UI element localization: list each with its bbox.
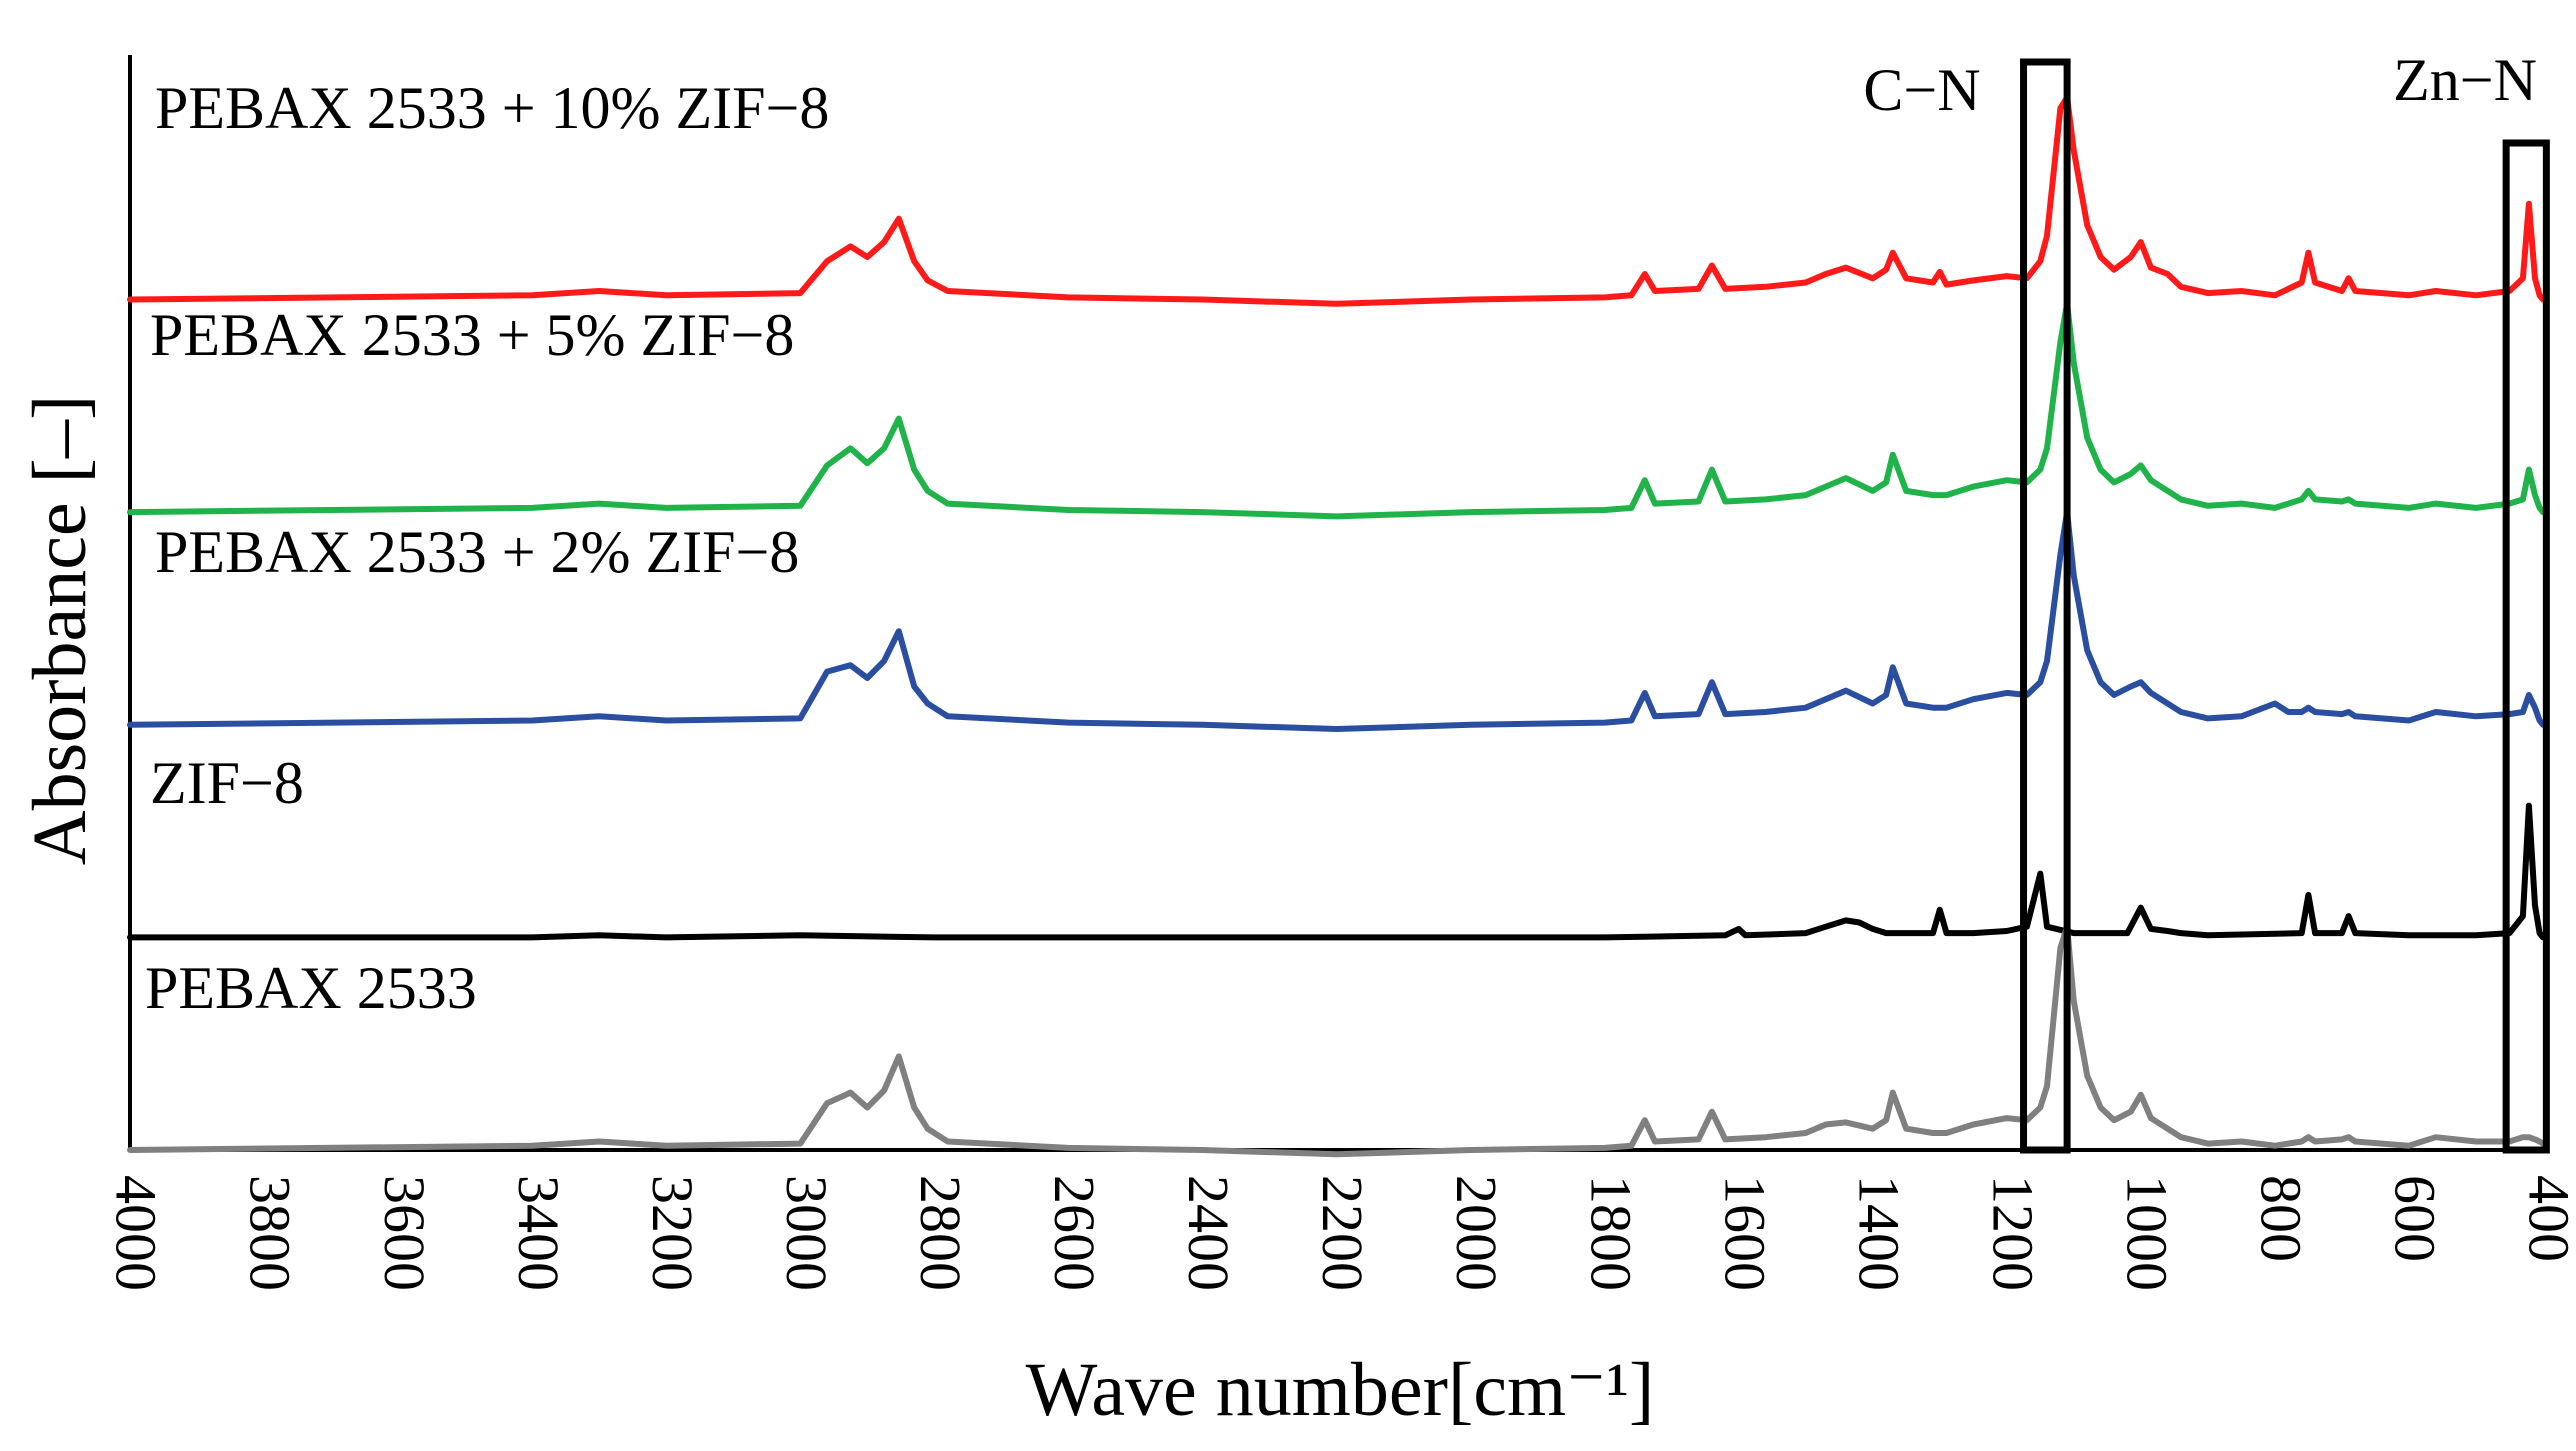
x-tick-label: 3600 xyxy=(372,1175,437,1291)
series-line xyxy=(127,509,2546,732)
series-line xyxy=(127,802,2546,941)
series-label: PEBAX 2533 + 10% ZIF−8 xyxy=(155,75,829,141)
x-tick-label: 2600 xyxy=(1042,1175,1107,1291)
x-tick-label: 3400 xyxy=(506,1175,571,1291)
x-tick-label: 600 xyxy=(2383,1175,2448,1262)
annotation-label: C−N xyxy=(1863,57,1980,123)
annotation-box xyxy=(2502,139,2550,1154)
series-line xyxy=(127,300,2546,520)
series-line xyxy=(127,94,2546,307)
x-tick-label: 2200 xyxy=(1310,1175,1375,1291)
x-axis-label: Wave number[cm⁻¹] xyxy=(1026,1348,1655,1432)
x-tick-labels: 4000 3800 3600 3400 3200 3000 2800 2600 2400 2200… xyxy=(104,1175,2576,1291)
x-tick-label: 3200 xyxy=(640,1175,705,1291)
series-label: PEBAX 2533 + 2% ZIF−8 xyxy=(155,519,799,585)
y-axis-label: Absorbance [–] xyxy=(18,395,102,866)
series-labels: PEBAX 2533 + 10% ZIF−8 PEBAX 2533 + 5% ZI… xyxy=(145,75,829,1021)
x-tick-label: 1600 xyxy=(1712,1175,1777,1291)
x-tick-label: 3800 xyxy=(238,1175,303,1291)
x-tick-label: 400 xyxy=(2517,1175,2576,1262)
axes-layer: Absorbance [–] Wave number[cm⁻¹] xyxy=(18,55,2543,1432)
x-tick-label: 2000 xyxy=(1444,1175,1509,1291)
x-tick-label: 1200 xyxy=(1980,1175,2045,1291)
x-tick-label: 1000 xyxy=(2115,1175,2180,1291)
series-label: ZIF−8 xyxy=(150,750,304,816)
x-tick-label: 2800 xyxy=(908,1175,973,1291)
x-tick-label: 3000 xyxy=(774,1175,839,1291)
x-tick-label: 2400 xyxy=(1176,1175,1241,1291)
series-layer xyxy=(127,94,2546,1158)
series-label: PEBAX 2533 xyxy=(145,955,477,1021)
x-tick-label: 4000 xyxy=(104,1175,169,1291)
x-tick-label: 1400 xyxy=(1846,1175,1911,1291)
x-tick-label: 800 xyxy=(2249,1175,2314,1262)
series-line xyxy=(127,923,2546,1158)
series-label: PEBAX 2533 + 5% ZIF−8 xyxy=(150,302,794,368)
annotation-layer: C−N Zn−N xyxy=(1863,47,2550,1154)
annotation-box xyxy=(2020,58,2071,1154)
annotation-label: Zn−N xyxy=(2393,47,2537,113)
x-tick-label: 1800 xyxy=(1578,1175,1643,1291)
